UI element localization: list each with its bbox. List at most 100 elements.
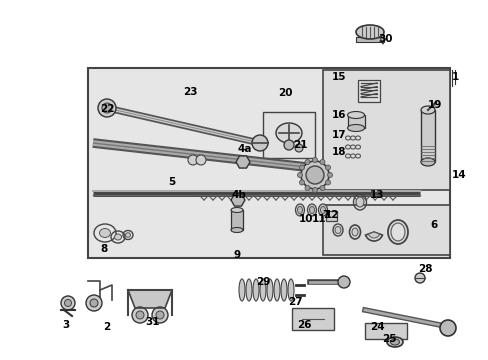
Ellipse shape [334,226,340,234]
Circle shape [90,299,98,307]
Text: 30: 30 [377,34,392,44]
Circle shape [187,155,198,165]
Bar [364,323,406,339]
Ellipse shape [230,228,243,233]
Ellipse shape [305,166,324,184]
Circle shape [439,320,455,336]
Ellipse shape [351,228,357,236]
Text: 7: 7 [321,210,329,220]
Ellipse shape [386,337,402,347]
Text: 24: 24 [369,322,384,332]
Text: 2: 2 [103,322,110,332]
Text: 19: 19 [427,100,442,110]
Bar [230,210,243,230]
Ellipse shape [273,279,280,301]
Text: 10: 10 [298,214,313,224]
Ellipse shape [390,339,399,345]
Bar [323,70,449,190]
Circle shape [299,180,304,185]
Bar [88,68,449,258]
Ellipse shape [355,197,363,207]
Ellipse shape [390,223,404,241]
Circle shape [196,155,205,165]
Text: 13: 13 [369,190,384,200]
Text: 21: 21 [292,140,307,150]
Ellipse shape [318,204,327,216]
Text: 17: 17 [331,130,346,140]
Ellipse shape [295,204,304,216]
Circle shape [284,140,293,150]
Text: 23: 23 [183,87,197,97]
Text: 1: 1 [451,72,458,82]
Ellipse shape [420,158,434,166]
Circle shape [325,180,330,185]
Text: 6: 6 [429,220,436,230]
Text: 3: 3 [62,320,69,330]
Ellipse shape [307,204,316,216]
Text: 27: 27 [287,297,302,307]
Bar [357,80,379,102]
Text: 22: 22 [100,104,114,114]
Text: 20: 20 [278,88,292,98]
Ellipse shape [239,279,244,301]
Polygon shape [128,290,172,308]
Ellipse shape [309,207,314,213]
Circle shape [414,273,424,283]
Circle shape [319,159,325,165]
Ellipse shape [245,279,251,301]
Text: 4b: 4b [231,190,246,200]
Wedge shape [367,232,379,238]
Circle shape [299,165,304,170]
Bar [347,115,364,128]
Text: 14: 14 [451,170,466,180]
Bar [323,205,449,255]
Circle shape [312,158,317,162]
Text: 5: 5 [168,177,175,187]
Ellipse shape [125,233,130,237]
Circle shape [294,144,303,152]
Text: 16: 16 [331,110,346,120]
Bar [325,211,336,221]
Circle shape [156,311,163,319]
Circle shape [319,185,325,190]
Bar [355,37,383,42]
Text: 29: 29 [256,277,270,287]
Ellipse shape [281,279,286,301]
Circle shape [64,300,71,306]
Text: 31: 31 [145,317,159,327]
Ellipse shape [355,25,383,39]
Text: 8: 8 [100,244,107,254]
Circle shape [305,159,309,165]
Ellipse shape [420,106,434,114]
Ellipse shape [99,229,110,238]
Text: 9: 9 [232,250,240,260]
Ellipse shape [347,112,364,118]
Ellipse shape [320,207,325,213]
Circle shape [136,311,143,319]
Circle shape [337,276,349,288]
Text: 28: 28 [417,264,431,274]
Ellipse shape [230,207,243,212]
Ellipse shape [275,123,302,143]
Circle shape [86,295,102,311]
Text: 12: 12 [325,210,339,220]
Ellipse shape [114,234,121,240]
Ellipse shape [347,125,364,131]
Text: 4a: 4a [237,144,251,154]
Ellipse shape [301,161,328,189]
Ellipse shape [287,279,293,301]
Ellipse shape [297,207,302,213]
Circle shape [102,103,112,113]
Text: 11: 11 [311,214,326,224]
Bar [291,308,333,330]
Bar [420,110,434,162]
Circle shape [327,172,332,177]
Ellipse shape [252,279,259,301]
Ellipse shape [260,279,265,301]
Circle shape [305,185,309,190]
Text: 15: 15 [331,72,346,82]
Text: 18: 18 [331,147,346,157]
Circle shape [325,165,330,170]
Text: 25: 25 [381,334,396,344]
Text: 26: 26 [296,320,311,330]
